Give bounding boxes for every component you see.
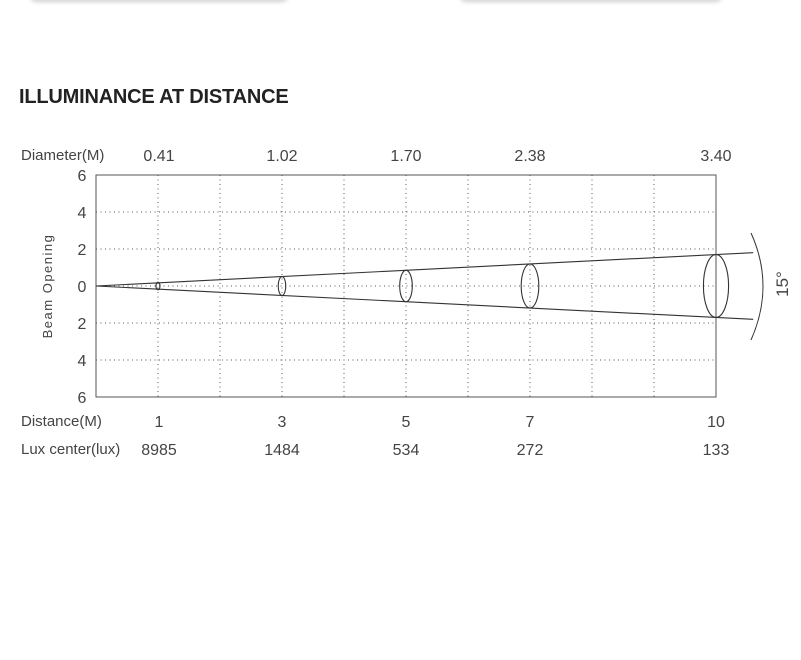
y-tick-label: 0 — [78, 279, 87, 296]
diameter-value: 3.40 — [700, 148, 731, 165]
distance-value: 5 — [402, 414, 411, 431]
y-tick-labels: 6 4 2 0 2 4 6 — [78, 168, 87, 407]
beam-edge-lower — [95, 285, 754, 320]
y-tick-label: 4 — [78, 205, 87, 222]
beam-cone — [95, 252, 754, 320]
beam-ellipse — [277, 276, 287, 296]
diameter-value: 1.02 — [266, 148, 297, 165]
diameter-value: 1.70 — [390, 148, 421, 165]
beam-angle-label: 15° — [773, 271, 792, 297]
lux-value: 272 — [517, 442, 544, 459]
beam-ellipse — [702, 254, 730, 319]
beam-ellipse — [520, 263, 540, 309]
diameter-value: 0.41 — [143, 148, 174, 165]
y-tick-label: 4 — [78, 353, 87, 370]
section-title: ILLUMINANCE AT DISTANCE — [19, 86, 289, 108]
distance-value: 10 — [707, 414, 725, 431]
column-labels: 0.41 1 8985 1.02 3 1484 1.70 5 534 2.38 7 272 3.40 10… — [141, 148, 731, 459]
y-axis-label: Beam Opening — [40, 234, 55, 339]
beam-ellipse — [155, 281, 161, 291]
diameter-row-label: Diameter(M) — [21, 147, 104, 164]
beam-ellipses — [155, 254, 730, 319]
grid-lines — [96, 175, 716, 397]
lux-value: 1484 — [264, 442, 300, 459]
beam-angle-arc — [750, 232, 764, 341]
lux-value: 534 — [393, 442, 420, 459]
y-tick-label: 2 — [78, 242, 87, 259]
distance-value: 7 — [526, 414, 535, 431]
distance-value: 1 — [155, 414, 164, 431]
beam-edge-upper — [95, 252, 754, 287]
diameter-value: 2.38 — [514, 148, 545, 165]
lux-row-label: Lux center(lux) — [21, 441, 120, 458]
distance-value: 3 — [278, 414, 287, 431]
distance-row-label: Distance(M) — [21, 413, 102, 430]
lux-value: 8985 — [141, 442, 177, 459]
beam-ellipse — [399, 269, 413, 303]
y-tick-label: 2 — [78, 316, 87, 333]
y-tick-label: 6 — [78, 390, 87, 407]
lux-value: 133 — [703, 442, 730, 459]
y-tick-label: 6 — [78, 168, 87, 185]
